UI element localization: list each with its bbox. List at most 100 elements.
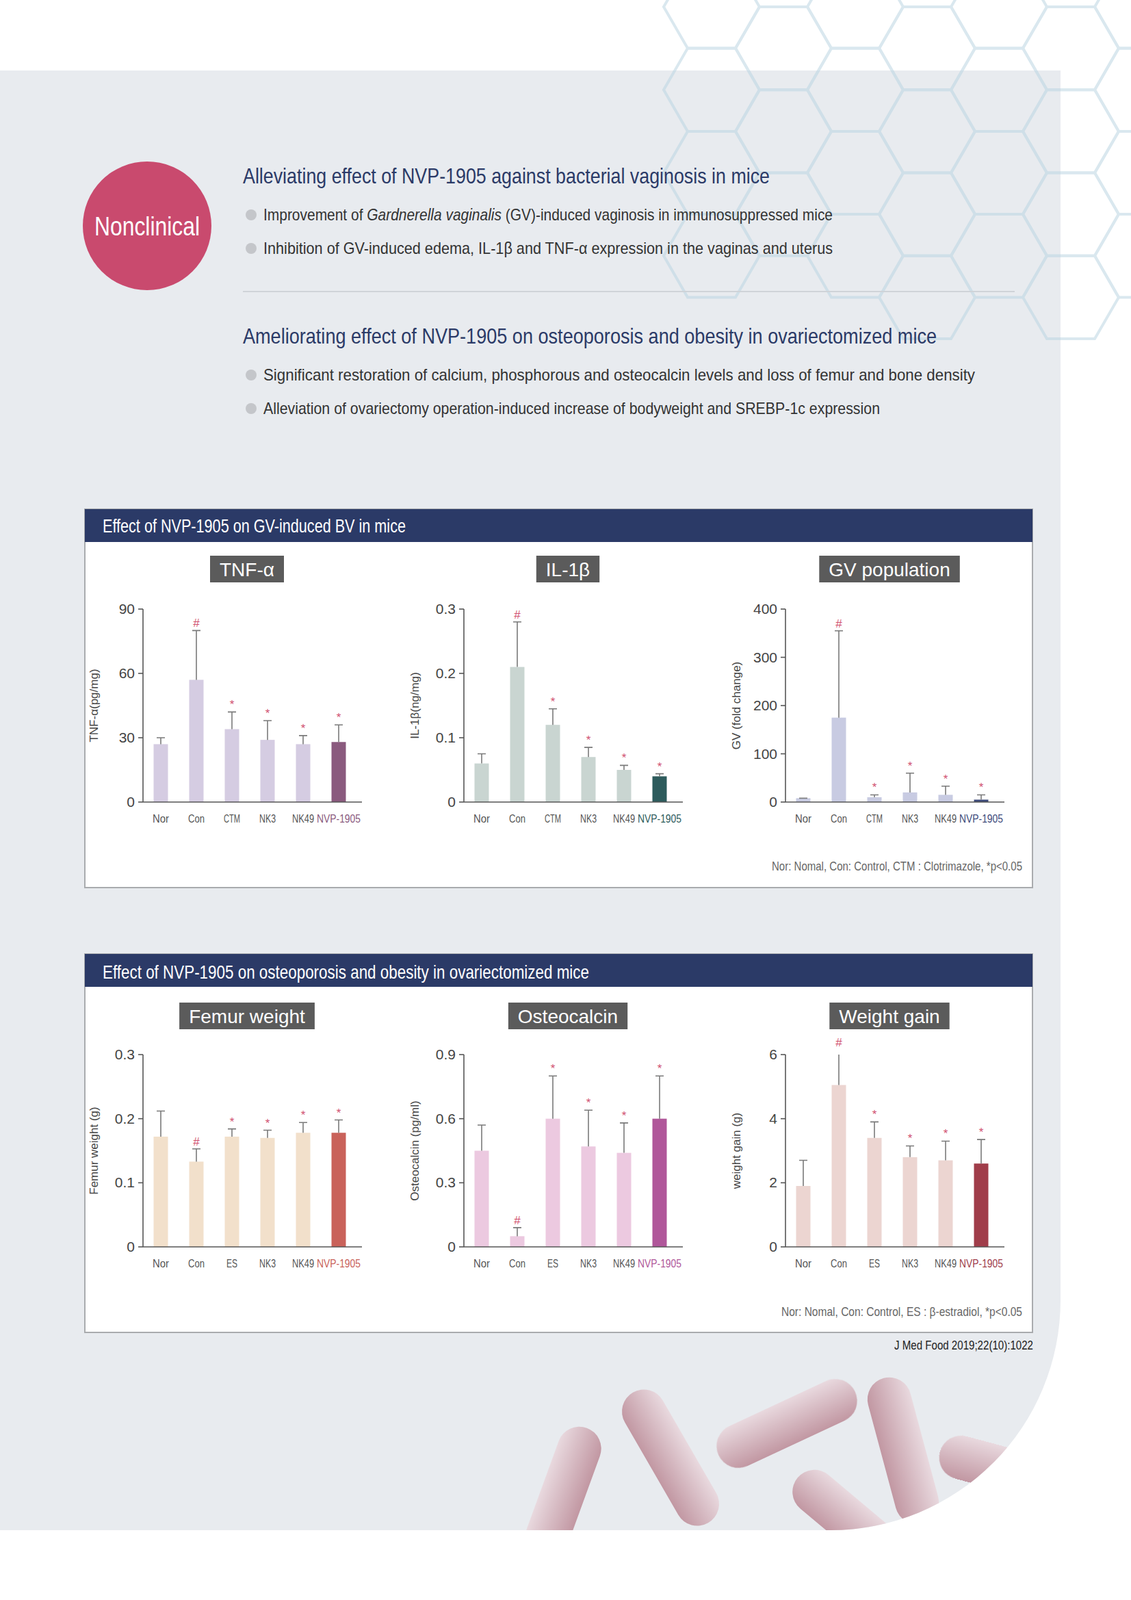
error-bar <box>619 764 629 770</box>
bacterium <box>862 1371 945 1529</box>
y-axis-title: TNF-α(pg/mg) <box>87 668 101 742</box>
chart: Femur weightFemur weight (g)Nor#Con*ES*N… <box>87 1002 362 1270</box>
panel-header <box>84 953 1033 987</box>
significance-mark: * <box>979 1125 984 1139</box>
chart: OsteocalcinOsteocalcin (pg/ml)Nor#Con*ES… <box>408 1002 683 1270</box>
error-bar <box>905 1145 915 1157</box>
marks <box>796 1054 989 1247</box>
y-tick-label: 90 <box>119 600 135 617</box>
y-tick-label: 0 <box>126 1238 135 1255</box>
y-axis-title: GV (fold change) <box>730 661 744 750</box>
x-tick-label: CTM <box>866 812 883 826</box>
hexagon <box>1094 131 1131 215</box>
error-bar <box>156 737 165 744</box>
error-bar <box>834 630 843 718</box>
hexagon <box>663 48 760 132</box>
error-bar <box>477 1124 486 1151</box>
error-bar <box>870 1121 879 1138</box>
significance-mark: * <box>586 1096 592 1110</box>
page: NonclinicalAlleviating effect of NVP-190… <box>0 0 1131 1600</box>
significance-mark: * <box>872 780 878 794</box>
y-tick-label: 0.6 <box>435 1110 456 1127</box>
y-tick-label: 2 <box>769 1174 778 1190</box>
y-axis <box>142 608 144 802</box>
hexagon <box>1022 173 1119 256</box>
significance-mark: * <box>301 1108 306 1122</box>
x-axis <box>785 1245 1005 1248</box>
bar <box>510 1235 525 1247</box>
bullet-text: Improvement of Gardnerella vaginalis (GV… <box>263 205 833 224</box>
y-tick <box>780 704 786 707</box>
error-bar <box>513 1227 522 1236</box>
hexagon <box>951 0 1047 49</box>
x-axis <box>463 1245 683 1248</box>
error-bar <box>227 711 237 729</box>
significance-mark: * <box>229 1115 235 1129</box>
bullet-dot <box>245 369 257 381</box>
x-tick-label: Con <box>188 812 205 826</box>
error-bar <box>548 1075 557 1118</box>
significance-mark: * <box>657 1061 663 1075</box>
y-axis <box>463 1054 465 1247</box>
error-bar <box>977 1139 986 1164</box>
bar <box>832 1084 847 1247</box>
significance-mark: * <box>550 1061 556 1075</box>
y-tick-label: 300 <box>753 649 778 666</box>
significance-mark: # <box>513 1213 521 1227</box>
bar <box>153 1136 169 1247</box>
bar <box>832 717 847 802</box>
y-tick-label: 30 <box>119 729 135 746</box>
text-part: (GV)-induced vaginosis in immunosuppress… <box>501 205 833 224</box>
y-tick <box>459 1118 464 1120</box>
error-bar <box>584 1109 593 1147</box>
y-tick-label: 6 <box>769 1046 778 1062</box>
x-tick-label: NK3 <box>580 1256 597 1270</box>
y-tick <box>780 1182 786 1184</box>
panel <box>84 953 1033 1333</box>
panel-note: Nor: Nomal, Con: Control, ES : β-estradi… <box>781 1304 1023 1319</box>
bar <box>296 1132 311 1247</box>
y-tick-label: 0.9 <box>435 1046 456 1062</box>
marks <box>474 621 668 802</box>
significance-mark: * <box>550 695 556 709</box>
significance-mark: # <box>835 617 843 631</box>
y-tick-label: 60 <box>119 665 135 681</box>
x-tick-label: CTM <box>544 812 562 826</box>
y-tick-label: 0.2 <box>114 1110 135 1127</box>
y-tick <box>780 801 786 803</box>
significance-mark: * <box>621 1109 627 1123</box>
marks <box>153 630 347 802</box>
x-tick-label: NK3 <box>901 812 919 826</box>
y-tick-label: 0.1 <box>114 1174 135 1190</box>
bar <box>225 1136 240 1247</box>
error-bar <box>192 630 201 680</box>
significance-mark: * <box>301 721 306 735</box>
y-tick-label: 0.3 <box>114 1046 135 1062</box>
x-axis <box>463 801 683 803</box>
significance-mark: * <box>265 706 271 720</box>
x-tick-label: Nor <box>152 812 169 826</box>
hexagon <box>735 6 832 90</box>
error-bar <box>227 1128 237 1137</box>
x-tick-label: NK49 <box>613 1256 635 1270</box>
x-tick-label: ES <box>868 1256 880 1270</box>
citation: J Med Food 2019;22(10):1022 <box>894 1337 1034 1352</box>
error-bar <box>334 724 343 742</box>
section-heading: Ameliorating effect of NVP-1905 on osteo… <box>242 323 937 349</box>
x-tick-label: NVP-1905 <box>959 812 1004 826</box>
y-tick <box>780 1053 786 1056</box>
significance-mark: * <box>336 1106 342 1120</box>
y-axis-title: Femur weight (g) <box>87 1106 101 1194</box>
badge-circle <box>82 161 212 291</box>
hexagon <box>807 48 904 132</box>
y-tick <box>138 801 143 803</box>
x-axis <box>143 801 362 803</box>
hexagon <box>807 131 904 215</box>
x-tick-label: NVP-1905 <box>316 812 361 826</box>
hexagon <box>807 0 904 49</box>
error-bar <box>905 773 915 793</box>
x-tick-label: Con <box>188 1256 205 1270</box>
y-tick-label: 400 <box>753 600 778 617</box>
y-tick <box>780 608 786 610</box>
bullet-text: Alleviation of ovariectomy operation-ind… <box>263 398 880 418</box>
